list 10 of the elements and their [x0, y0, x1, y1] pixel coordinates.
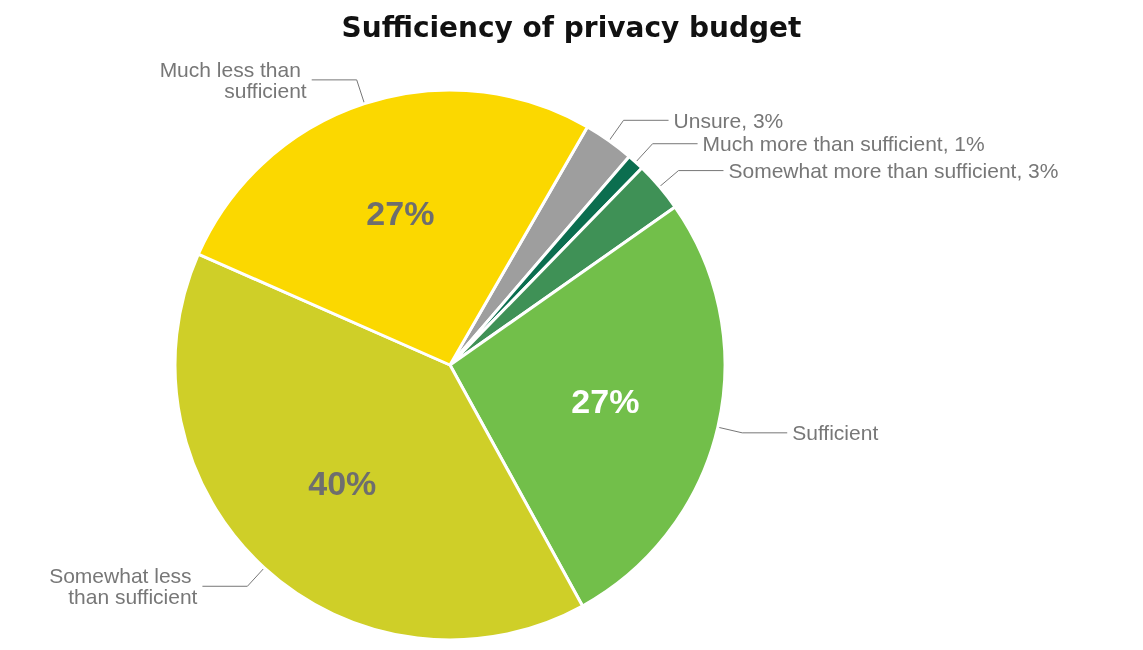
- data-label: 27%: [366, 194, 435, 233]
- slice-label: Somewhat more than sufficient, 3%: [728, 159, 1059, 183]
- slice-label: Much more than sufficient, 1%: [702, 132, 985, 156]
- slice-label: Sufficient: [792, 421, 879, 445]
- data-label: 27%: [571, 382, 640, 421]
- slice-label: Much less than sufficient: [159, 57, 307, 102]
- chart-title: Sufficiency of privacy budget: [341, 10, 802, 44]
- slice-label: Unsure, 3%: [673, 108, 784, 132]
- slice-label: Somewhat less than sufficient: [49, 564, 198, 609]
- data-label: 40%: [308, 463, 377, 502]
